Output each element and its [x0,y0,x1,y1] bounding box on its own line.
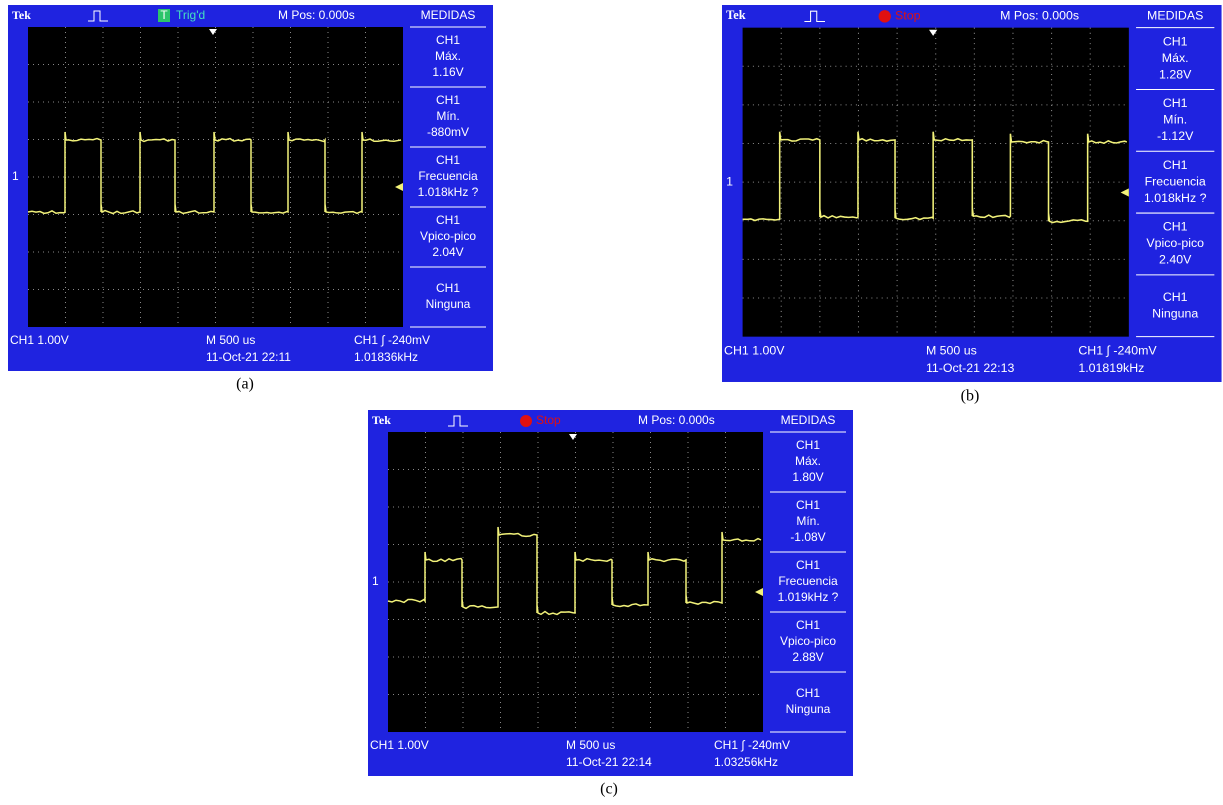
footer-date: 11-Oct-21 22:14 [566,755,652,769]
measure-channel: CH1 [796,498,820,512]
brand: Tek [12,8,31,22]
measure-channel: CH1 [1163,34,1188,48]
measure-channel: CH1 [436,153,460,167]
status: Trig'd [176,8,205,22]
measure-channel: CH1 [436,213,460,227]
scope-screen: 1 Tek Stop M Pos: 0.000s MEDIDAS CH1 Máx. 1.80V… [368,410,853,776]
status-icon [879,10,891,22]
measure-name: Máx. [1162,51,1189,65]
channel-marker: 1 [12,169,19,183]
footer-frequency: 1.01836kHz [354,350,418,364]
footer-frequency: 1.03256kHz [714,755,778,769]
measure-channel: CH1 [1163,220,1188,234]
measure-name: Mín. [1163,113,1187,127]
scope-screen: 1 Tek T Trig'd M Pos: 0.000s MEDIDAS CH1 Máx. 1.… [8,5,493,371]
footer-channel: CH1 1.00V [370,738,429,752]
footer-date: 11-Oct-21 22:11 [206,350,291,364]
measure-name: Máx. [795,454,821,468]
measure-name: Mín. [436,109,459,123]
caption: (a) [236,376,254,393]
measure-name: Frecuencia [1145,174,1206,188]
measure-value: 1.16V [432,65,463,79]
caption: (b) [961,388,980,405]
caption: (c) [600,781,618,798]
measure-name: Mín. [796,514,819,528]
measure-channel: CH1 [436,93,460,107]
footer-trigger: CH1 ∫ -240mV [1078,343,1157,357]
measure-channel: CH1 [796,558,820,572]
footer-timebase: M 500 us [206,333,255,347]
scope-screen: 1 Tek Stop M Pos: 0.000s MEDIDAS CH1 Máx. 1.28V… [722,5,1222,382]
measure-channel: CH1 [436,281,460,295]
measure-channel: CH1 [796,618,820,632]
footer-trigger: CH1 ∫ -240mV [354,333,430,347]
measure-channel: CH1 [796,686,820,700]
measure-name: Ninguna [426,297,471,311]
menu-title: MEDIDAS [1147,9,1203,23]
measure-channel: CH1 [1163,158,1188,172]
measure-value: 1.80V [792,470,823,484]
status-icon [520,415,532,427]
measure-name: Máx. [435,49,461,63]
footer-timebase: M 500 us [566,738,615,752]
measure-channel: CH1 [1163,290,1188,304]
menu-title: MEDIDAS [781,413,836,427]
measure-value: 1.018kHz ? [1144,191,1207,205]
footer-date: 11-Oct-21 22:13 [926,361,1015,375]
measure-value: -1.12V [1157,129,1194,143]
footer-frequency: 1.01819kHz [1078,361,1144,375]
measure-value: -880mV [427,125,469,139]
measure-name: Vpico-pico [1146,236,1204,250]
measure-channel: CH1 [1163,96,1188,110]
measure-value: 2.88V [792,650,823,664]
status: Stop [895,9,921,23]
measure-name: Vpico-pico [780,634,836,648]
status-icon: T [160,8,168,22]
status: Stop [536,413,561,427]
measure-value: -1.08V [790,530,825,544]
measure-value: 1.019kHz ? [778,590,839,604]
footer-channel: CH1 1.00V [10,333,69,347]
channel-marker: 1 [372,574,379,588]
footer-timebase: M 500 us [926,343,977,357]
measure-name: Frecuencia [418,169,478,183]
brand: Tek [726,8,746,22]
measure-channel: CH1 [796,438,820,452]
measure-name: Ninguna [1152,306,1198,320]
measure-name: Vpico-pico [420,229,476,243]
figure: 1 Tek T Trig'd M Pos: 0.000s MEDIDAS CH1 Máx. 1.… [0,0,1223,805]
page: 1 Tek T Trig'd M Pos: 0.000s MEDIDAS CH1 Máx. 1.… [0,0,1223,805]
position: M Pos: 0.000s [278,8,355,22]
measure-value: 2.40V [1159,253,1192,267]
measure-value: 1.28V [1159,67,1192,81]
measure-channel: CH1 [436,33,460,47]
measure-name: Frecuencia [778,574,838,588]
channel-marker: 1 [726,174,733,188]
footer-channel: CH1 1.00V [724,343,785,357]
menu-title: MEDIDAS [421,8,476,22]
measure-value: 2.04V [432,245,463,259]
position: M Pos: 0.000s [1000,9,1079,23]
measure-value: 1.018kHz ? [418,185,479,199]
footer-trigger: CH1 ∫ -240mV [714,738,790,752]
position: M Pos: 0.000s [638,413,715,427]
brand: Tek [372,413,391,427]
measure-name: Ninguna [786,702,831,716]
